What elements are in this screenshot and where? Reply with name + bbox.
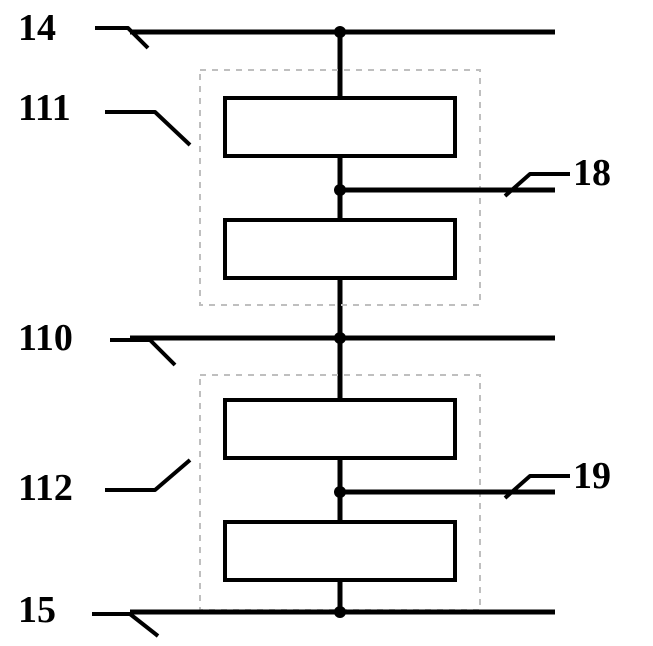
label-l111: 111: [18, 87, 71, 129]
label-l19: 19: [573, 455, 611, 497]
node-mid: [334, 332, 346, 344]
leader-l112: [105, 460, 190, 490]
node-19: [334, 486, 346, 498]
leader-l18: [505, 174, 570, 196]
label-l18: 18: [573, 152, 611, 194]
leader-l19: [505, 476, 570, 498]
node-bot: [334, 606, 346, 618]
block-112-a: [225, 400, 455, 458]
leader-l110: [110, 340, 175, 365]
leader-l15: [92, 614, 158, 636]
label-l110: 110: [18, 317, 73, 359]
block-112-b: [225, 522, 455, 580]
label-l14: 14: [18, 7, 56, 49]
label-l15: 15: [18, 589, 56, 631]
block-111-b: [225, 220, 455, 278]
node-top: [334, 26, 346, 38]
block-111-a: [225, 98, 455, 156]
leader-l111: [105, 112, 190, 145]
label-l112: 112: [18, 467, 73, 509]
node-18: [334, 184, 346, 196]
